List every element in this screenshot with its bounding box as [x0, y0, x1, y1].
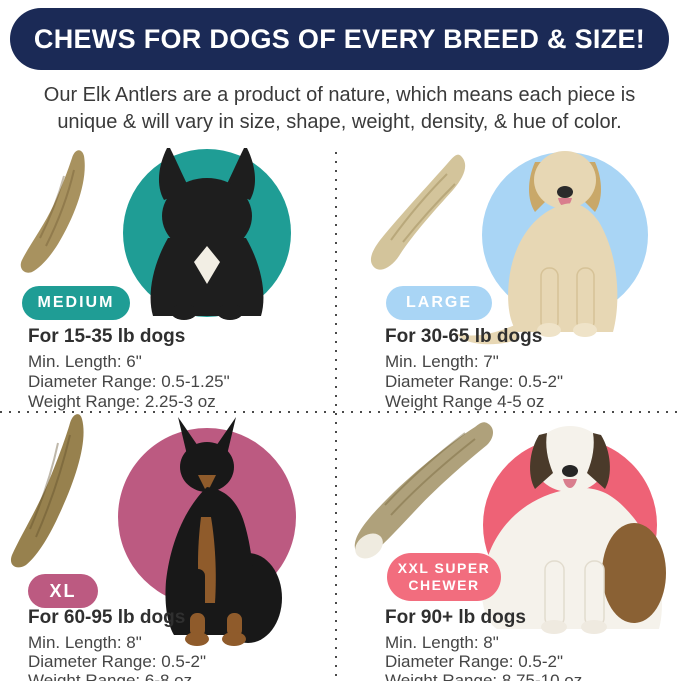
spec-audience: For 90+ lb dogs — [385, 607, 526, 628]
antler-icon — [370, 154, 466, 270]
size-card-medium: MEDIUM For 15-35 lb dogs Min. Length: 6"… — [0, 140, 337, 413]
spec-audience: For 15-35 lb dogs — [28, 326, 186, 347]
size-badge-medium: MEDIUM — [22, 286, 130, 320]
medium-artwork — [20, 148, 291, 320]
spec-weight: Weight Range 4-5 oz — [385, 392, 545, 411]
size-card-xxl-super-chewer: XXL SUPER CHEWER For 90+ lb dogs Min. Le… — [337, 413, 679, 681]
vertical-dotted-divider — [335, 152, 337, 681]
header-banner: CHEWS FOR DOGS OF EVERY BREED & SIZE! — [10, 8, 669, 70]
size-badge-large: LARGE — [386, 286, 492, 320]
dog-image-saint-bernard — [481, 426, 666, 634]
spec-weight: Weight Range: 6-8 oz — [28, 671, 193, 681]
intro-line-2: unique & will vary in size, shape, weigh… — [57, 111, 622, 133]
spec-diameter: Diameter Range: 0.5-2" — [385, 372, 564, 391]
spec-weight: Weight Range: 8.75-10 oz — [385, 671, 583, 681]
xxl-artwork — [354, 422, 666, 634]
spec-min-length: Min. Length: 8" — [385, 633, 499, 652]
spec-diameter: Diameter Range: 0.5-1.25" — [28, 372, 230, 391]
spec-min-length: Min. Length: 7" — [385, 352, 499, 371]
size-card-xl: XL For 60-95 lb dogs Min. Length: 8" Dia… — [0, 413, 337, 681]
antler-texture — [29, 434, 71, 538]
spec-list-medium: For 15-35 lb dogs Min. Length: 6" Diamet… — [28, 326, 230, 412]
antler-texture — [384, 432, 476, 516]
antler-icon — [354, 422, 493, 557]
page-title: CHEWS FOR DOGS OF EVERY BREED & SIZE! — [33, 23, 646, 54]
antler-icon — [10, 414, 84, 568]
antler-texture — [39, 169, 75, 247]
horizontal-dotted-divider — [0, 411, 679, 413]
large-artwork — [370, 151, 648, 345]
antler-texture — [390, 173, 456, 243]
spec-audience: For 30-65 lb dogs — [385, 326, 543, 347]
dog-image-doberman — [165, 417, 282, 646]
xl-artwork — [10, 414, 296, 646]
antler-icon — [20, 150, 85, 273]
spec-weight: Weight Range: 2.25-3 oz — [28, 392, 216, 411]
spec-audience: For 60-95 lb dogs — [28, 607, 186, 628]
dog-image-french-bulldog — [150, 148, 264, 320]
spec-list-xxl: For 90+ lb dogs Min. Length: 8" Diameter… — [385, 607, 582, 681]
size-badge-xl: XL — [28, 574, 98, 608]
antler-white-tip — [355, 533, 383, 559]
dog-image-yellow-labrador — [457, 151, 618, 345]
spec-diameter: Diameter Range: 0.5-2" — [28, 652, 207, 671]
spec-diameter: Diameter Range: 0.5-2" — [385, 652, 564, 671]
size-card-large: LARGE For 30-65 lb dogs Min. Length: 7" … — [337, 140, 679, 413]
intro-line-1: Our Elk Antlers are a product of nature,… — [43, 84, 636, 106]
spec-list-xl: For 60-95 lb dogs Min. Length: 8" Diamet… — [28, 607, 206, 681]
intro-text: Our Elk Antlers are a product of nature,… — [0, 82, 679, 136]
spec-min-length: Min. Length: 6" — [28, 352, 142, 371]
spec-min-length: Min. Length: 8" — [28, 633, 142, 652]
spec-list-large: For 30-65 lb dogs Min. Length: 7" Diamet… — [385, 326, 563, 412]
size-badge-xxl-super-chewer: XXL SUPER CHEWER — [387, 553, 501, 601]
